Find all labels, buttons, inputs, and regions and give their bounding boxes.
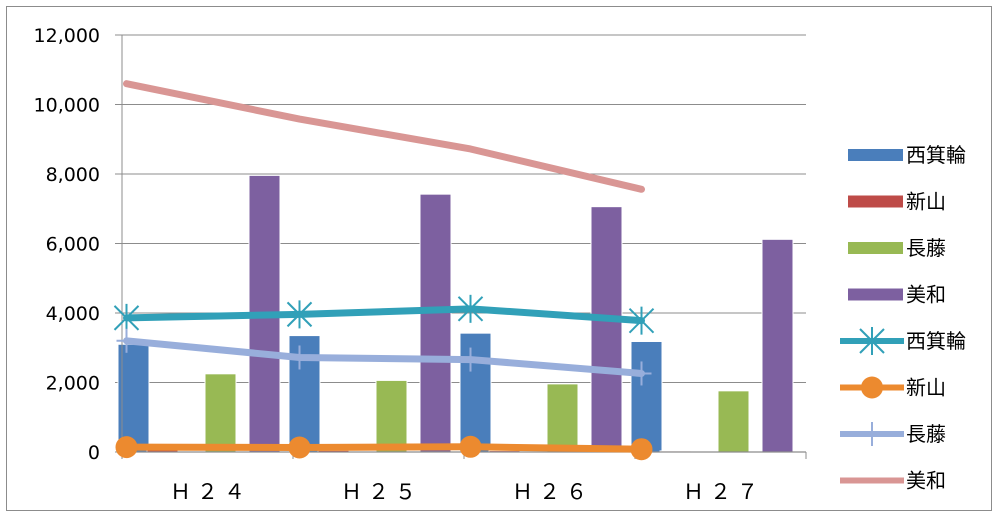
legend-label: 美和 (906, 469, 946, 493)
y-tick-label: 12,000 (34, 25, 100, 47)
point-3-2 (460, 347, 481, 372)
lines (113, 80, 655, 461)
legend-swatch (848, 195, 903, 208)
point-3-1 (289, 345, 310, 370)
legend-swatch (848, 149, 903, 161)
legend-item: 長藤 (848, 236, 946, 260)
point-2-2 (459, 435, 482, 458)
point-2-1 (288, 436, 311, 459)
legend-marker (862, 422, 882, 446)
bar-3-Ｈ２４ (204, 373, 237, 453)
x-tick-label: Ｈ２６ (512, 480, 593, 504)
bar-4-Ｈ２６ (590, 206, 623, 453)
y-tick-label: 0 (88, 442, 100, 464)
line-series-1 (123, 305, 645, 325)
legend-label: 新山 (906, 190, 946, 214)
point-2-3 (630, 438, 653, 461)
x-tick-label: Ｈ２４ (170, 480, 251, 504)
y-tick-label: 2,000 (46, 373, 100, 395)
line-series-2 (123, 443, 645, 453)
legend-label: 長藤 (906, 422, 946, 446)
legend-label: 西箕輪 (906, 143, 966, 167)
legend-marker (859, 327, 885, 355)
y-axis-ticks: 0 2,000 4,000 6,000 8,000 10,000 12,000 (34, 25, 122, 464)
legend-item: 美和 (840, 469, 946, 493)
legend-item: 美和 (848, 283, 946, 307)
point-1-2 (457, 294, 484, 323)
x-axis-ticks: Ｈ２４ Ｈ２５ Ｈ２６ Ｈ２７ (121, 452, 807, 504)
legend-marker (861, 376, 883, 399)
legend-item: 新山 (840, 376, 946, 400)
x-tick-label: Ｈ２７ (683, 480, 764, 504)
bar-3-Ｈ２７ (717, 390, 750, 453)
bar-3-Ｈ２６ (546, 383, 579, 453)
legend-label: 新山 (906, 376, 946, 400)
point-3-3 (631, 361, 652, 386)
bar-1-Ｈ２６ (459, 332, 492, 453)
bar-1-Ｈ２７ (630, 340, 663, 453)
legend-item: 西箕輪 (840, 327, 966, 355)
point-1-3 (628, 306, 655, 335)
line-series-3 (123, 337, 645, 377)
legend-swatch (848, 288, 903, 301)
y-tick-label: 10,000 (34, 95, 100, 117)
bar-4-Ｈ２５ (419, 193, 452, 453)
legend-label: 西箕輪 (906, 329, 966, 353)
y-tick-label: 4,000 (46, 303, 100, 325)
legend-item: 西箕輪 (848, 143, 966, 167)
legend-item: 長藤 (840, 422, 946, 446)
y-tick-label: 6,000 (46, 234, 100, 256)
line-series-4 (123, 80, 645, 193)
y-tick-label: 8,000 (46, 164, 100, 186)
point-1-1 (286, 300, 313, 329)
bar-1-Ｈ２４ (117, 343, 150, 453)
bar-4-Ｈ２７ (761, 238, 794, 453)
point-3-0 (116, 328, 137, 353)
x-tick-label: Ｈ２５ (341, 480, 422, 504)
legend-label: 長藤 (906, 236, 946, 260)
bar-1-Ｈ２５ (288, 335, 321, 453)
legend-item: 新山 (848, 190, 946, 214)
legend-swatch (848, 242, 903, 254)
point-1-0 (113, 303, 140, 332)
bar-3-Ｈ２５ (375, 379, 408, 453)
legend-label: 美和 (906, 283, 946, 307)
point-2-0 (115, 436, 138, 459)
